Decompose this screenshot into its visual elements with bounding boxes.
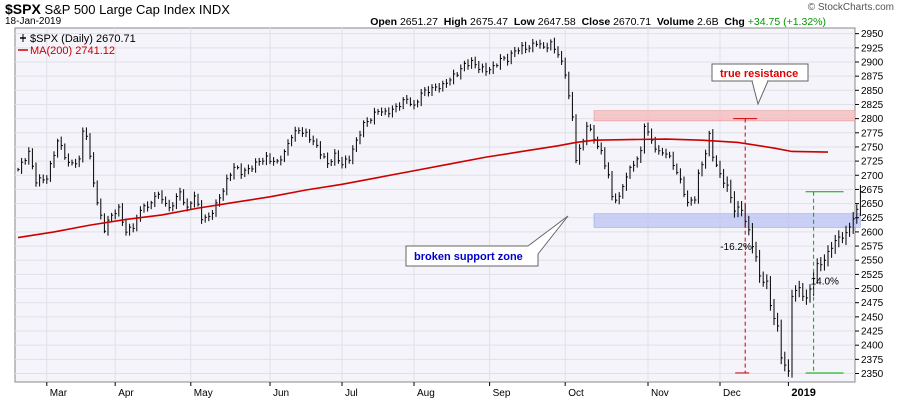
x-tick-label: 2019 — [791, 387, 815, 399]
volume-label: Volume — [656, 16, 695, 28]
y-tick-label: 2500 — [861, 284, 884, 295]
resistance-callout-text: true resistance — [720, 68, 798, 80]
y-tick-label: 2900 — [861, 57, 884, 68]
chart-title: $SPX S&P 500 Large Cap Index INDX — [5, 1, 230, 17]
legend-ma-label: MA(200) 2741.12 — [30, 45, 115, 57]
support-callout-joint — [528, 245, 538, 254]
resistance-callout-pointer — [751, 80, 769, 106]
y-tick-label: 2650 — [861, 199, 884, 210]
support-callout-pointer — [527, 215, 569, 255]
x-tick-label: Mar — [50, 388, 68, 399]
y-tick-label: 2575 — [861, 242, 884, 253]
index-name: S&P 500 Large Cap Index — [44, 2, 196, 17]
x-tick-label: Sep — [493, 388, 511, 399]
x-tick-label: May — [194, 388, 213, 399]
symbol: $SPX — [5, 1, 41, 17]
x-tick-label: Jul — [345, 388, 358, 399]
grid — [15, 28, 855, 382]
high-label: High — [443, 16, 468, 28]
annotations: -16.2% 14.0% true resistance broken support… — [405, 63, 844, 374]
close-value: 2670.71 — [613, 16, 652, 28]
y-tick-label: 2425 — [861, 327, 884, 338]
y-tick-label: 2800 — [861, 114, 884, 125]
y-tick-label: 2450 — [861, 312, 884, 323]
resistance-zone — [593, 110, 856, 122]
open-label: Open — [370, 16, 398, 28]
x-tick-label: Oct — [568, 388, 584, 399]
y-tick-label: 2750 — [861, 142, 884, 153]
y-tick-label: 2400 — [861, 341, 884, 352]
y-tick-label: 2775 — [861, 128, 884, 139]
y-tick-label: 2700 — [861, 171, 884, 182]
y-tick-label: 2950 — [861, 29, 884, 40]
y-tick-label: 2625 — [861, 213, 884, 224]
x-tick-label: Apr — [118, 388, 134, 399]
x-tick-label: Dec — [723, 388, 741, 399]
x-tick-label: Jun — [273, 388, 289, 399]
y-tick-label: 2550 — [861, 256, 884, 267]
volume-value: 2.6B — [696, 16, 719, 28]
chg-value: +34.75 (+1.32%) — [747, 16, 826, 28]
chg-label: Chg — [724, 16, 745, 28]
y-tick-label: 2525 — [861, 270, 884, 281]
y-tick-label: 2600 — [861, 227, 884, 238]
y-tick-label: 2925 — [861, 43, 884, 54]
y-tick-label: 2475 — [861, 298, 884, 309]
decline-label: -16.2% — [720, 242, 752, 253]
ma200-line-group — [17, 138, 829, 239]
y-tick-label: 2375 — [861, 355, 884, 366]
exchange: INDX — [198, 2, 230, 17]
y-tick-label: 2825 — [861, 100, 884, 111]
y-axis: 2950 2925 2900 2875 2850 2825 2800 2775 2750 2725… — [855, 29, 884, 380]
ma200-line — [17, 138, 829, 239]
y-tick-label: 2675 — [861, 185, 884, 196]
x-axis: Mar Apr May Jun Jul Aug Sep Oct Nov Dec 2019 — [46, 382, 816, 399]
low-value: 2647.58 — [537, 16, 576, 28]
chart-date: 18-Jan-2019 — [5, 16, 62, 27]
open-value: 2651.27 — [399, 16, 438, 28]
y-tick-label: 2875 — [861, 72, 884, 83]
y-tick-label: 2850 — [861, 86, 884, 97]
ohlc-summary: Open 2651.27 High 2675.47 Low 2647.58 Cl… — [370, 16, 826, 28]
watermark: © StockCharts.com — [807, 2, 894, 13]
high-value: 2675.47 — [470, 16, 508, 28]
x-tick-label: Aug — [417, 388, 435, 399]
support-callout-box — [405, 245, 539, 267]
legend-price-label: $SPX (Daily) 2670.71 — [30, 33, 136, 45]
y-tick-label: 2350 — [861, 369, 884, 380]
support-zone — [593, 213, 861, 228]
zones — [593, 110, 861, 228]
low-label: Low — [513, 16, 535, 28]
y-tick-label: 2725 — [861, 157, 884, 168]
close-label: Close — [581, 16, 611, 28]
rally-label: 14.0% — [811, 277, 839, 288]
support-callout-text: broken support zone — [414, 251, 523, 263]
x-tick-label: Nov — [651, 388, 669, 399]
